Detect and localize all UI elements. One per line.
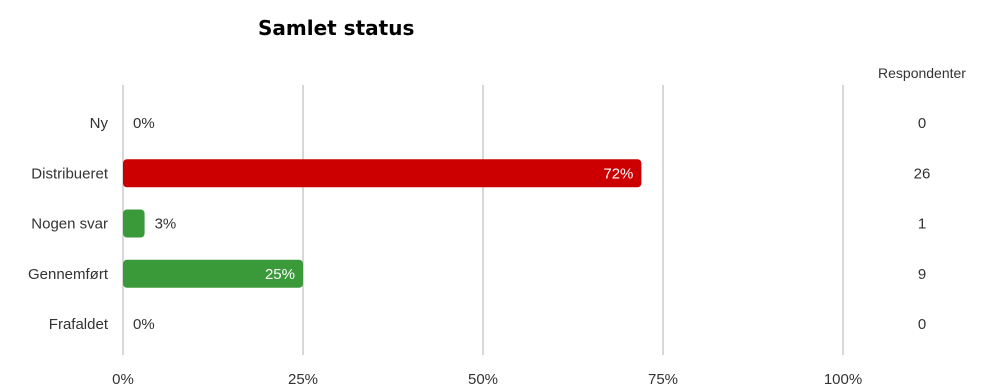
bar-value-label: 25% (265, 266, 295, 283)
x-tick-label: 0% (112, 371, 134, 388)
bar (123, 159, 642, 188)
respondent-count: 0 (918, 316, 926, 333)
category-label: Ny (90, 115, 109, 132)
bar-value-label: 72% (603, 165, 633, 182)
bar (123, 209, 145, 238)
category-label: Gennemført (28, 266, 109, 283)
respondent-count: 1 (918, 216, 926, 233)
respondent-count: 0 (918, 115, 926, 132)
bar-value-label: 0% (133, 115, 155, 132)
grid-lines (122, 85, 844, 355)
bars (123, 159, 642, 288)
category-label: Nogen svar (31, 216, 108, 233)
category-label: Frafaldet (49, 316, 109, 333)
x-tick-label: 75% (648, 371, 678, 388)
bar-value-label: 0% (133, 316, 155, 333)
chart-title: Samlet status (258, 16, 415, 40)
bar-value-label: 3% (155, 216, 177, 233)
respondent-count: 26 (914, 165, 931, 182)
respondents-header: Respondenter (878, 65, 966, 81)
x-tick-label: 50% (468, 371, 498, 388)
category-label: Distribueret (31, 165, 109, 182)
bar (123, 259, 303, 288)
respondent-count: 9 (918, 266, 926, 283)
x-tick-label: 100% (824, 371, 862, 388)
x-tick-label: 25% (288, 371, 318, 388)
